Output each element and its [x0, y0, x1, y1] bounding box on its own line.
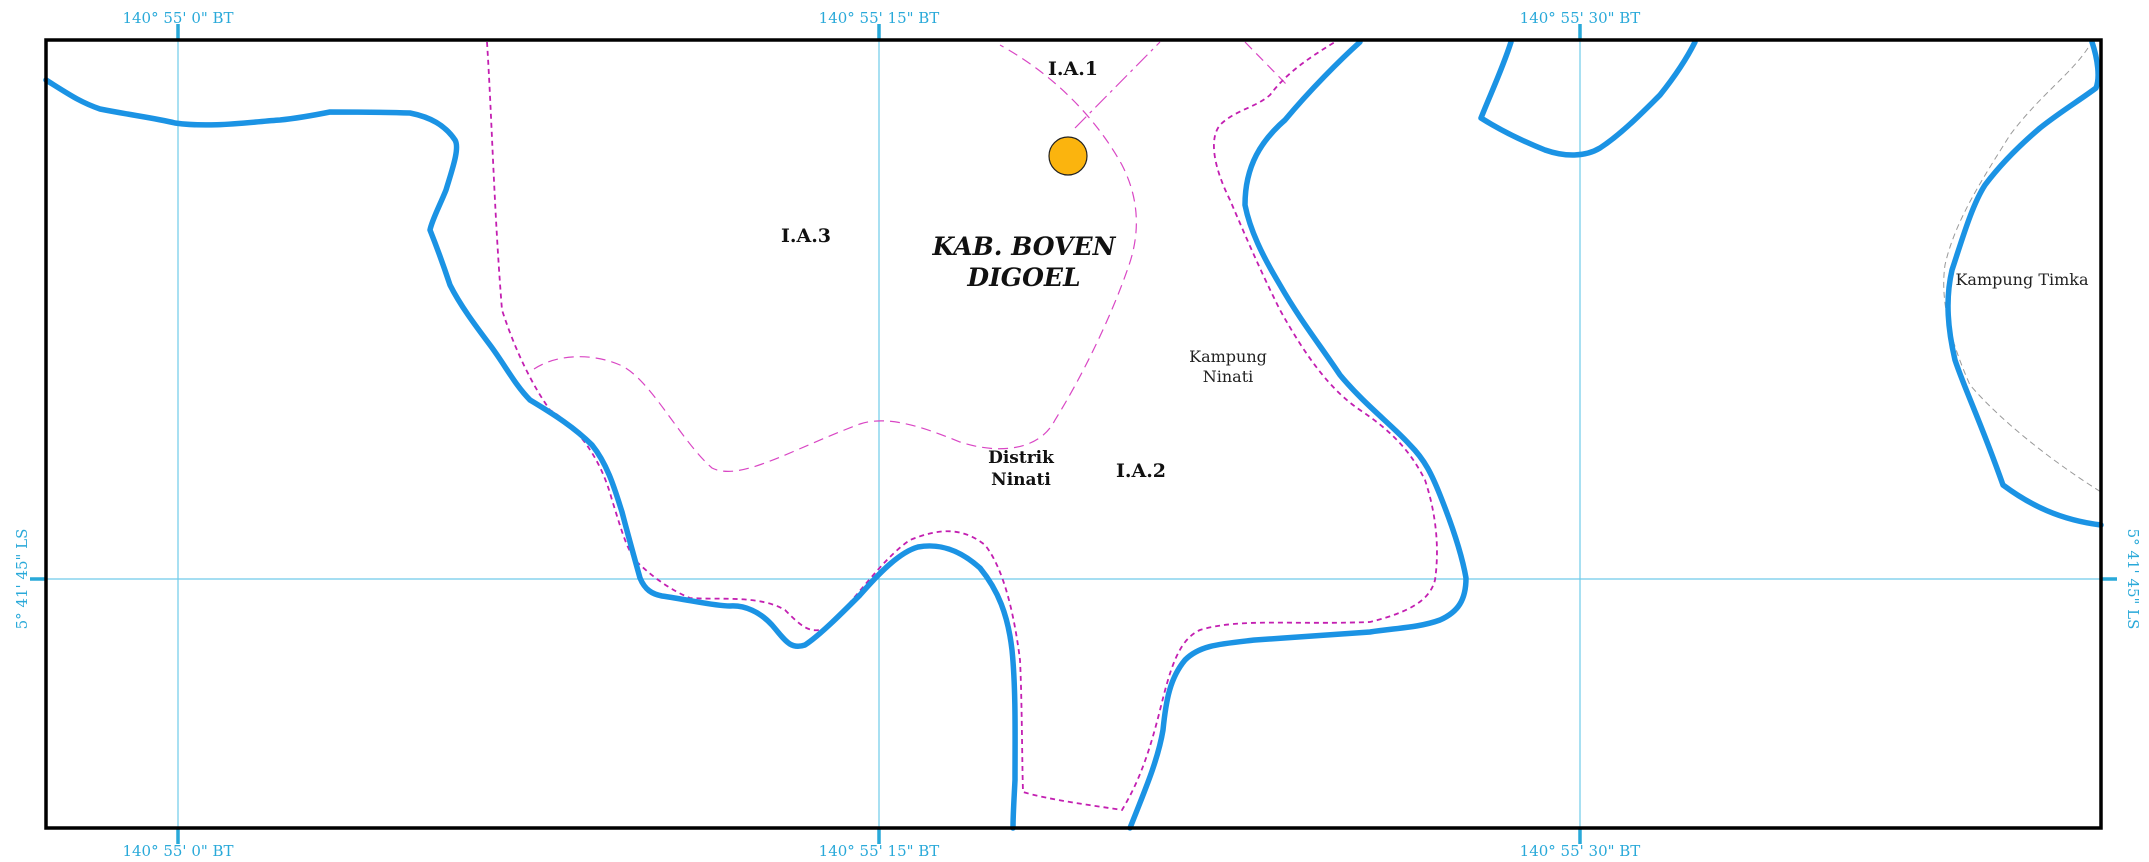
boundary-ia1	[1074, 41, 1161, 129]
coordinate-labels: 140° 55' 0" BT 140° 55' 15" BT 140° 55' …	[13, 9, 2142, 860]
district-boundary	[486, 41, 1438, 811]
area-label-ia2: I.A.2	[1116, 460, 1166, 482]
lon-label-top-2: 140° 55' 15" BT	[819, 9, 940, 27]
river-timka	[1945, 39, 2104, 528]
lat-label-right: 5° 41' 45" LS	[2124, 529, 2142, 630]
district-label-line2: Ninati	[991, 470, 1051, 490]
boundary-ia1-east	[1244, 41, 1288, 86]
village-label-ninati-line1: Kampung	[1189, 347, 1267, 366]
rivers	[43, 39, 2104, 831]
village-label-ninati-line2: Ninati	[1203, 367, 1254, 386]
lon-label-bottom-1: 140° 55' 0" BT	[122, 842, 233, 860]
map-frame	[44, 38, 2103, 830]
district-label-line1: Distrik	[988, 448, 1055, 468]
river-north-loop	[1478, 39, 1698, 158]
boundary-ia3-ia2	[533, 44, 1137, 472]
boundary-distrik-ninati	[486, 41, 1438, 811]
location-point-icon[interactable]	[1048, 136, 1088, 176]
regency-label-line1: KAB. BOVEN	[932, 232, 1117, 261]
sub-boundaries	[533, 41, 2102, 493]
lon-label-bottom-2: 140° 55' 15" BT	[819, 842, 940, 860]
village-label-timka: Kampung Timka	[1955, 270, 2089, 289]
lon-label-bottom-3: 140° 55' 30" BT	[1520, 842, 1641, 860]
area-label-ia1: I.A.1	[1048, 58, 1098, 80]
boundary-timka	[1943, 47, 2102, 493]
river-east-bank	[1127, 39, 1469, 831]
river-main	[43, 77, 1018, 831]
regency-label-line2: DIGOEL	[966, 263, 1080, 292]
lon-label-top-1: 140° 55' 0" BT	[122, 9, 233, 27]
lon-label-top-3: 140° 55' 30" BT	[1520, 9, 1641, 27]
area-label-ia3: I.A.3	[781, 225, 831, 247]
coordinate-grid	[30, 24, 2117, 844]
lat-label-left: 5° 41' 45" LS	[13, 529, 31, 630]
